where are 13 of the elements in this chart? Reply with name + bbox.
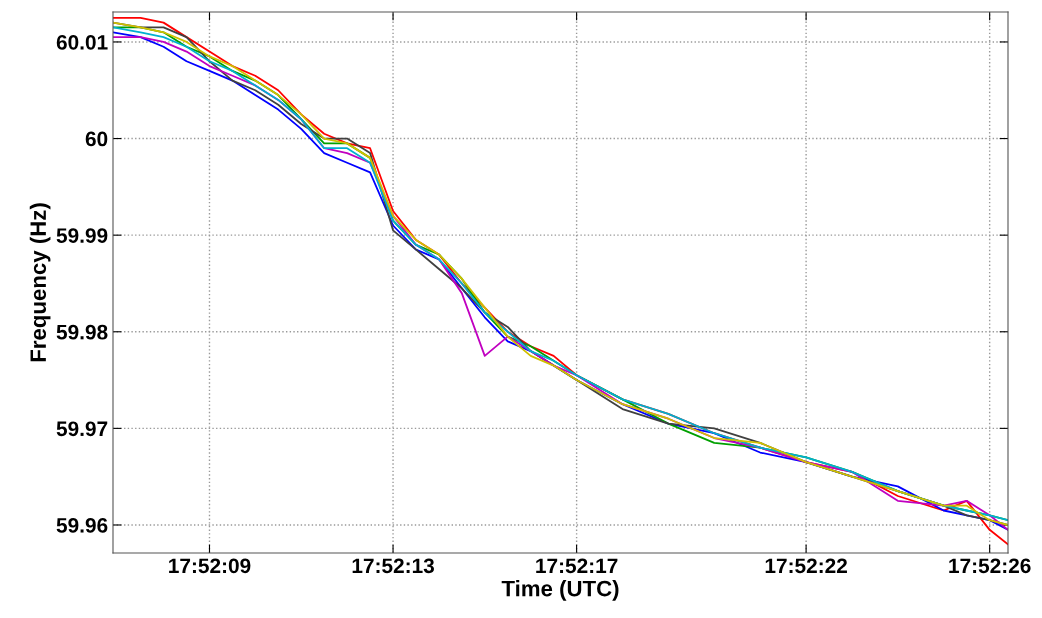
y-tick-label: 59.97 (56, 421, 108, 437)
y-tick-label: 60.01 (56, 34, 108, 50)
x-axis-title: Time (UTC) (501, 580, 619, 601)
x-tick-label: 17:52:09 (169, 558, 251, 574)
y-tick-label: 59.99 (56, 228, 108, 243)
y-axis-title: Frequency (Hz) (29, 203, 51, 362)
y-tick-label: 59.98 (56, 324, 108, 340)
y-tick-label: 60 (85, 131, 108, 147)
x-tick-label: 17:52:26 (949, 558, 1031, 574)
x-tick-label: 17:52:13 (352, 558, 434, 574)
y-tick-label: 59.96 (56, 517, 108, 533)
x-tick-label: 17:52:17 (536, 558, 618, 574)
x-tick-label: 17:52:22 (765, 558, 847, 574)
